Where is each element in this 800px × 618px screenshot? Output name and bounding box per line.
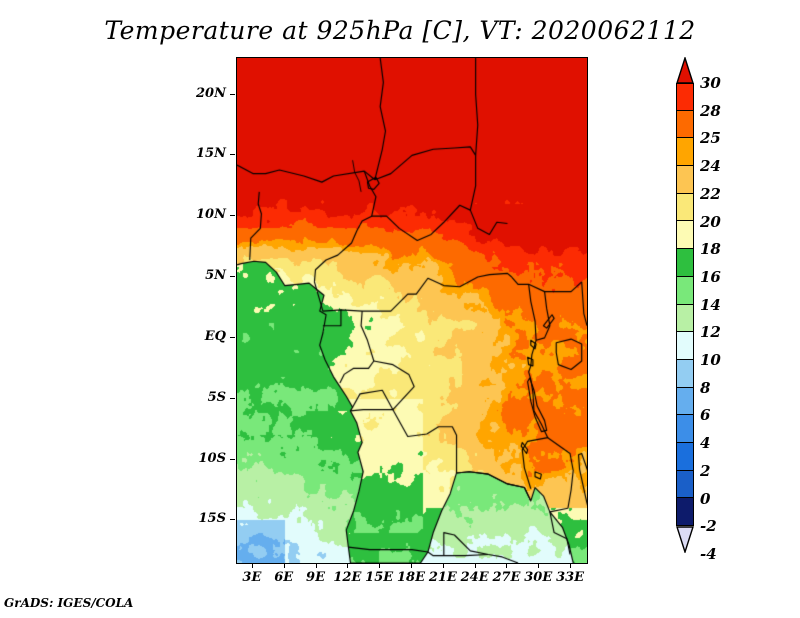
colorbar-tick-label: 14 xyxy=(700,295,721,314)
x-axis-label: 33E xyxy=(556,570,585,585)
colorbar-under-arrow-icon xyxy=(676,526,694,555)
colorbar-segment xyxy=(676,415,694,443)
colorbar-tick-label: 20 xyxy=(700,212,721,231)
x-axis-tick xyxy=(506,563,508,568)
colorbar-segment xyxy=(676,470,694,499)
x-axis-tick xyxy=(570,563,572,568)
y-axis-tick xyxy=(230,397,235,399)
x-axis-label: 21E xyxy=(428,570,457,585)
x-axis-label: 30E xyxy=(524,570,553,585)
map-plot-frame xyxy=(236,57,588,564)
colorbar-segment xyxy=(676,166,694,194)
colorbar-segment xyxy=(676,332,694,360)
colorbar-tick-label: 6 xyxy=(700,406,711,425)
x-axis-label: 6E xyxy=(274,570,294,585)
y-axis-tick xyxy=(230,276,235,278)
x-axis-tick xyxy=(411,563,412,568)
colorbar-segment xyxy=(676,442,694,471)
y-axis-label: EQ xyxy=(204,328,226,344)
colorbar-tick-label: 28 xyxy=(700,101,721,120)
colorbar-tick-label: 25 xyxy=(700,129,721,148)
y-axis-tick xyxy=(230,215,235,217)
y-axis-label: 15S xyxy=(198,511,226,527)
colorbar-segment xyxy=(676,498,694,526)
y-axis-label: 5S xyxy=(207,389,226,405)
colorbar-segment xyxy=(676,304,694,333)
colorbar-tick-label: 4 xyxy=(700,434,711,453)
x-axis-label: 15E xyxy=(365,570,394,585)
x-axis-label: 3E xyxy=(242,570,262,585)
colorbar-tick-label: 16 xyxy=(700,267,721,286)
x-axis-label: 12E xyxy=(333,570,362,585)
colorbar-tick-label: 8 xyxy=(700,378,711,397)
y-axis-label: 5N xyxy=(205,268,226,284)
y-axis-tick xyxy=(230,519,235,521)
x-axis-tick xyxy=(315,563,317,568)
colorbar-segment xyxy=(676,83,694,111)
colorbar: 30 28 25 24 22 20 18 16 14 12 10 8 6 4 2 0 -2 -4 xyxy=(660,55,790,563)
colorbar-tick-label: 24 xyxy=(700,157,721,176)
colorbar-swatches xyxy=(676,83,694,526)
colorbar-segment xyxy=(676,249,694,277)
colorbar-tick-label: 22 xyxy=(700,184,721,203)
x-axis-label: 9E xyxy=(306,570,326,585)
x-axis-label: 27E xyxy=(492,570,521,585)
colorbar-segment xyxy=(676,193,694,222)
colorbar-segment xyxy=(676,110,694,139)
y-axis-tick xyxy=(230,154,235,156)
x-axis-label: 24E xyxy=(460,570,489,585)
y-axis-label: 10N xyxy=(196,207,226,223)
grads-credit: GrADS: IGES/COLA xyxy=(4,596,134,610)
colorbar-segment xyxy=(676,221,694,250)
colorbar-segment xyxy=(676,387,694,416)
x-axis-label: 18E xyxy=(397,570,425,585)
colorbar-tick-label: 10 xyxy=(700,351,721,369)
temperature-map-canvas xyxy=(237,58,587,563)
colorbar-segment xyxy=(676,276,694,305)
colorbar-segment xyxy=(676,138,694,167)
colorbar-tick-label: 12 xyxy=(700,323,721,342)
colorbar-tick-label: 18 xyxy=(700,240,721,259)
x-axis-tick xyxy=(347,563,349,568)
x-axis-tick xyxy=(251,563,253,568)
x-axis-tick xyxy=(474,563,476,568)
y-axis-tick xyxy=(230,336,235,338)
x-axis-tick xyxy=(442,563,444,568)
y-axis-tick xyxy=(230,458,235,460)
y-axis-tick xyxy=(230,93,235,95)
y-axis-label: 15N xyxy=(196,146,226,162)
y-axis-label: 20N xyxy=(196,85,226,101)
colorbar-tick-label: -4 xyxy=(700,544,717,563)
colorbar-over-arrow-icon xyxy=(676,55,694,84)
colorbar-tick-label: 30 xyxy=(700,74,721,92)
colorbar-tick-label: -2 xyxy=(700,517,717,536)
y-axis-label: 10S xyxy=(198,450,226,466)
colorbar-tick-label: 2 xyxy=(700,461,711,480)
page-title: Temperature at 925hPa [C], VT: 202006211… xyxy=(104,16,696,45)
x-axis-tick xyxy=(538,563,540,568)
x-axis-tick xyxy=(283,563,285,568)
x-axis-tick xyxy=(379,563,381,568)
colorbar-tick-label: 0 xyxy=(700,489,711,508)
colorbar-segment xyxy=(676,359,694,388)
